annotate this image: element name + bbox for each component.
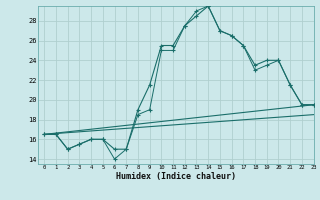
X-axis label: Humidex (Indice chaleur): Humidex (Indice chaleur) — [116, 172, 236, 181]
